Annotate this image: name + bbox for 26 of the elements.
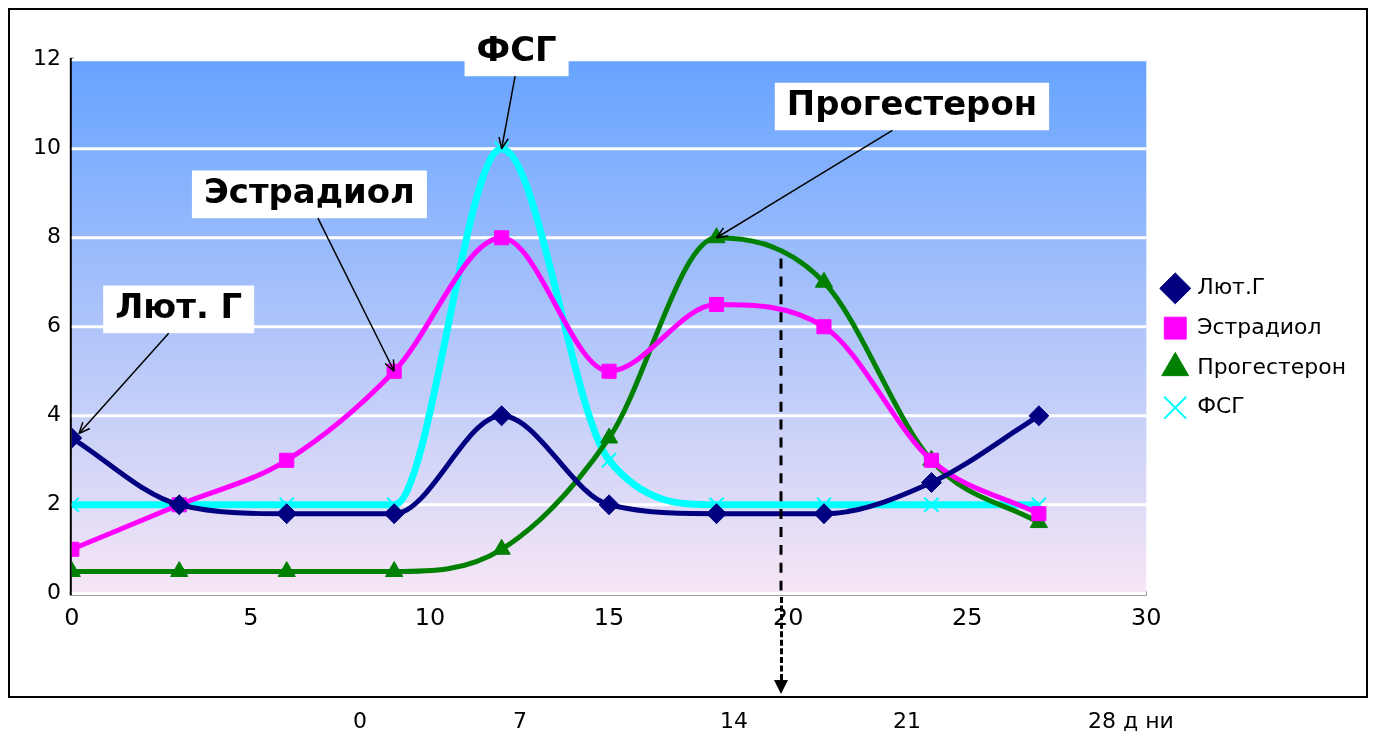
legend-label: Прогестерон xyxy=(1197,353,1346,379)
text: 0 xyxy=(353,708,367,733)
annotation: Лют. Г xyxy=(115,287,243,327)
annotation: Прогестерон xyxy=(786,84,1038,124)
annotation: ФСГ xyxy=(476,30,557,70)
y-tick-label: 10 xyxy=(32,134,61,160)
legend-label: Эстрадиол xyxy=(1197,313,1322,339)
y-tick-label: 8 xyxy=(46,223,61,249)
text: 7 xyxy=(513,708,527,733)
x-tick-label: 15 xyxy=(593,603,625,632)
x-tick-label: 10 xyxy=(414,603,446,632)
x-tick-label: 25 xyxy=(952,603,983,632)
x-tick-label: 5 xyxy=(243,603,259,632)
x-tick-label: 0 xyxy=(64,603,80,632)
annotation: Эстрадиол xyxy=(203,172,415,212)
x-tick-label: 30 xyxy=(1131,603,1162,632)
y-tick-label: 4 xyxy=(46,401,61,427)
y-tick-label: 0 xyxy=(46,579,61,605)
legend-label: ФСГ xyxy=(1197,393,1245,419)
y-tick-label: 2 xyxy=(46,490,61,516)
y-tick-label: 12 xyxy=(32,45,61,71)
y-tick-label: 6 xyxy=(46,312,61,338)
text: 14 xyxy=(720,708,748,733)
text: 28 д ни xyxy=(1088,708,1174,733)
text: 21 xyxy=(893,708,921,733)
legend-label: Лют.Г xyxy=(1197,274,1266,300)
